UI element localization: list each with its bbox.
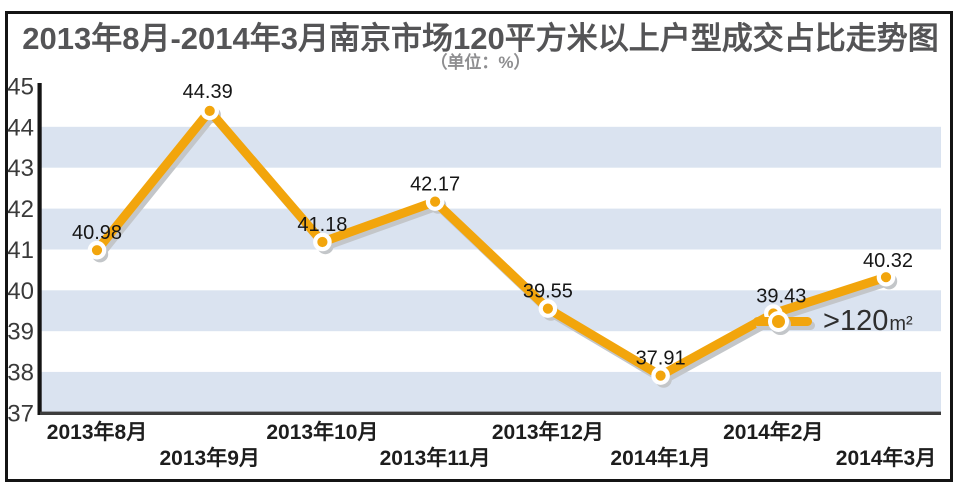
value-label: 42.17 <box>410 174 460 196</box>
data-point <box>200 101 219 121</box>
x-tick-label: 2013年8月 <box>47 420 147 444</box>
value-label: 44.39 <box>183 81 233 103</box>
value-label: 40.32 <box>863 250 913 272</box>
legend-line-swatch <box>753 310 812 332</box>
data-point <box>876 267 896 287</box>
x-tick-label: 2013年10月 <box>266 420 378 444</box>
data-point <box>87 240 107 260</box>
data-point <box>651 366 670 385</box>
value-label: 39.55 <box>523 281 573 303</box>
x-tick-label: 2013年11月 <box>380 446 491 470</box>
y-tick-label: 38 <box>7 359 34 386</box>
x-tick-label: 2014年1月 <box>610 446 710 470</box>
x-tick-label: 2013年12月 <box>492 420 604 444</box>
legend-greater-than: > <box>823 304 840 337</box>
data-point <box>313 232 332 252</box>
chart-title: 2013年8月-2014年3月南京市场120平方米以上户型成交占比走势图 <box>22 21 939 56</box>
plot-band <box>40 208 941 250</box>
x-axis-line <box>40 411 941 415</box>
chart-unit-label: （单位：%） <box>430 53 531 72</box>
data-point <box>425 192 445 211</box>
series-legend: > 120 m² <box>753 306 913 336</box>
value-label: 40.98 <box>72 222 122 244</box>
y-tick-label: 39 <box>7 319 34 346</box>
y-axis-line <box>37 83 42 415</box>
y-tick-label: 41 <box>7 237 34 264</box>
value-label: 39.43 <box>756 286 806 308</box>
y-tick-label: 40 <box>7 278 34 305</box>
legend-marker-dot-icon <box>768 310 789 332</box>
x-tick-label: 2014年2月 <box>723 420 823 444</box>
legend-label: > 120 m² <box>823 304 913 337</box>
y-tick-label: 42 <box>7 196 34 223</box>
y-tick-label: 44 <box>7 114 34 141</box>
legend-value: 120 <box>839 304 889 337</box>
x-tick-label: 2014年3月 <box>836 446 936 470</box>
data-point <box>538 299 558 318</box>
legend-unit: m² <box>889 312 913 335</box>
x-tick-label: 2013年9月 <box>159 446 259 470</box>
y-tick-label: 45 <box>7 74 34 101</box>
value-label: 37.91 <box>636 348 686 370</box>
plot-band <box>40 371 941 413</box>
value-label: 41.18 <box>297 214 347 236</box>
y-tick-label: 37 <box>7 400 34 427</box>
y-tick-label: 43 <box>7 155 34 182</box>
